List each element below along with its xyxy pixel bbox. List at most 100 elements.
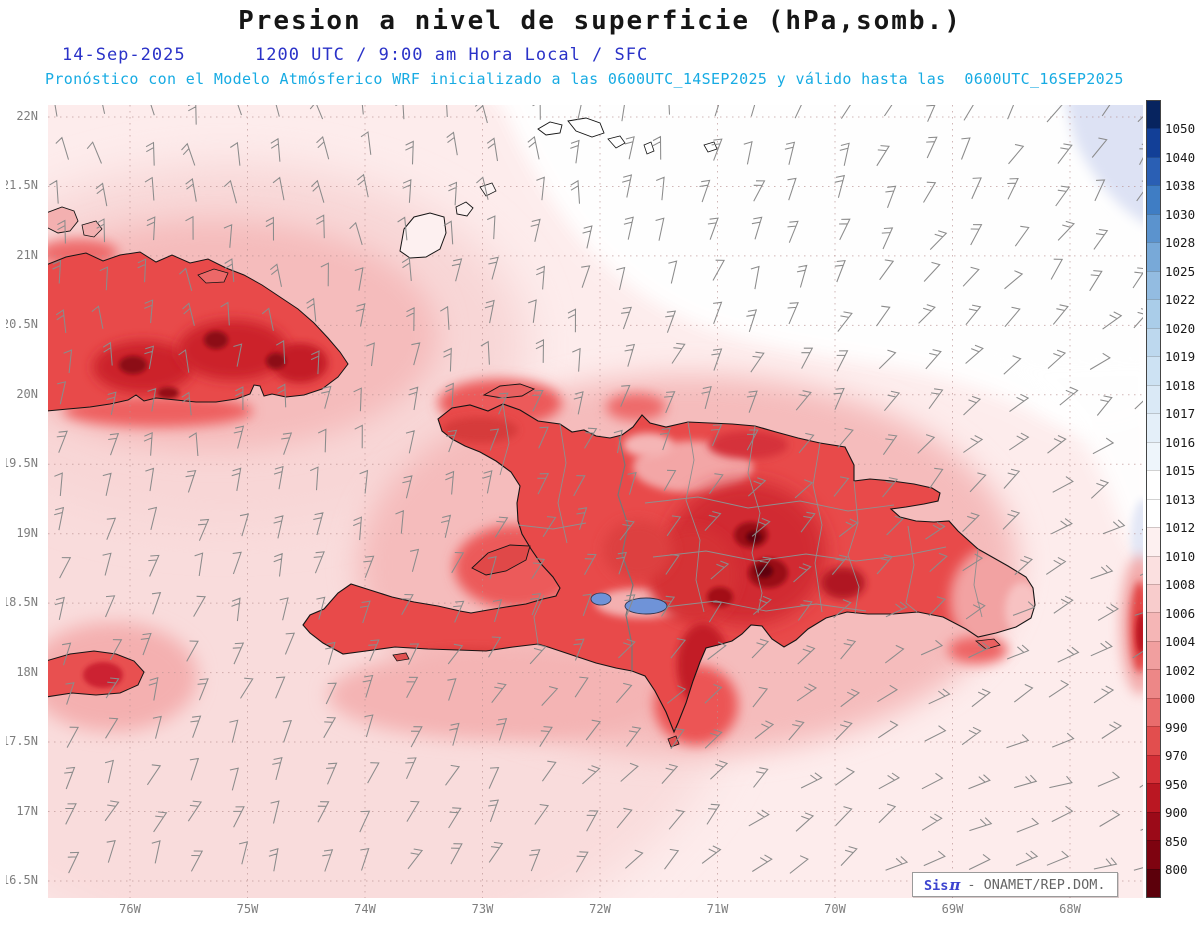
lon-tick-label: 75W xyxy=(236,902,259,916)
lat-tick-label: 19N xyxy=(16,525,38,540)
page-title: Presion a nivel de superficie (hPa,somb.… xyxy=(238,6,962,36)
colorbar-cell xyxy=(1147,583,1160,613)
colorbar-value-label: 1010 xyxy=(1165,548,1196,564)
colorbar-value-label: 1040 xyxy=(1165,149,1196,165)
lat-tick-label: 16.5N xyxy=(6,872,38,887)
grand-turk-islet xyxy=(643,141,655,155)
cuban-cays-3 xyxy=(197,268,229,284)
coastlines-layer xyxy=(48,117,1036,748)
lat-tick-label: 21N xyxy=(16,247,38,262)
lon-tick-label: 73W xyxy=(471,902,494,916)
little-inagua-island xyxy=(455,201,474,217)
colorbar-value-label: 970 xyxy=(1165,748,1188,763)
branding-box: Sis π - ONAMET/REP.DOM. xyxy=(912,872,1118,897)
colorbar-cell xyxy=(1147,840,1160,869)
colorbar-value-label: 1019 xyxy=(1165,349,1196,364)
lon-tick-label: 68W xyxy=(1059,902,1081,916)
model-init-line: Pronóstico con el Modelo Atmósferico WRF… xyxy=(45,70,1124,88)
lat-tick-label: 21.5N xyxy=(6,178,38,193)
colorbar-value-label: 950 xyxy=(1165,776,1188,792)
colorbar-cell xyxy=(1147,498,1160,528)
colorbar-value-label: 1000 xyxy=(1165,691,1196,706)
lat-tick-label: 19.5N xyxy=(6,456,38,471)
colorbar-cell xyxy=(1147,213,1160,243)
colorbar-cell xyxy=(1147,356,1160,385)
valid-time-line: 1200 UTC / 9:00 am Hora Local / SFC xyxy=(255,45,649,65)
colorbar-scale xyxy=(1146,100,1161,898)
cuban-cays-2 xyxy=(81,220,103,238)
colorbar-value-label: 900 xyxy=(1165,805,1188,820)
colorbar-value-label: 1008 xyxy=(1165,577,1196,592)
lake-enriquillo xyxy=(624,597,668,615)
borders-layer xyxy=(499,403,983,671)
lat-tick-label: 20.5N xyxy=(6,317,38,332)
colorbar-value-label: 850 xyxy=(1165,833,1188,849)
colorbar-value-label: 1028 xyxy=(1165,235,1196,250)
colorbar-cell xyxy=(1147,470,1160,499)
lat-tick-label: 20N xyxy=(16,386,38,401)
colorbar-value-label: 1030 xyxy=(1165,206,1196,222)
lat-tick-label: 18.5N xyxy=(6,595,38,610)
branding-app: Sis π xyxy=(924,875,961,894)
cuban-cays-1 xyxy=(48,206,79,234)
colorbar-cell xyxy=(1147,299,1160,328)
lat-tick-label: 17.5N xyxy=(6,734,38,749)
lon-tick-label: 74W xyxy=(354,902,376,916)
lon-tick-label: 69W xyxy=(941,902,964,916)
colorbar-cell xyxy=(1147,270,1160,300)
cuba-shading xyxy=(93,320,328,399)
colorbar-value-label: 1020 xyxy=(1165,320,1196,336)
colorbar-value-label: 1013 xyxy=(1165,491,1196,507)
colorbar-value-label: 1022 xyxy=(1165,292,1196,307)
forecast-date: 14-Sep-2025 xyxy=(62,45,186,65)
surface-pressure-map xyxy=(48,105,1143,898)
lon-tick-label: 71W xyxy=(706,902,729,916)
colorbar-cell xyxy=(1147,185,1160,214)
lat-tick-label: 17N xyxy=(16,803,38,818)
colorbar-cell xyxy=(1147,555,1160,584)
colorbar-value-label: 1038 xyxy=(1165,178,1196,193)
lon-tick-label: 72W xyxy=(589,902,611,916)
beata-island xyxy=(667,735,680,748)
saona-island xyxy=(974,638,1001,650)
colorbar-cell xyxy=(1147,697,1160,727)
colorbar-value-label: 1025 xyxy=(1165,263,1196,279)
colorbar-cell xyxy=(1147,384,1160,414)
colorbar-value-label: 1004 xyxy=(1165,634,1196,649)
colorbar-value-label: 1018 xyxy=(1165,377,1196,393)
colorbar-value-label: 990 xyxy=(1165,719,1188,735)
colorbar-cell xyxy=(1147,669,1160,698)
branding-source: - ONAMET/REP.DOM. xyxy=(967,876,1106,893)
colorbar-cell xyxy=(1147,811,1160,841)
colorbar-value-label: 1017 xyxy=(1165,406,1196,421)
caicos-islet-1 xyxy=(537,121,563,136)
colorbar-value-label: 800 xyxy=(1165,862,1188,877)
colorbar-cell xyxy=(1147,726,1160,755)
colorbar-value-label: 1012 xyxy=(1165,520,1196,535)
lat-tick-label: 18N xyxy=(16,664,38,679)
lakes-layer xyxy=(590,592,668,615)
colorbar-cell xyxy=(1147,413,1160,442)
colorbar-value-label: 1016 xyxy=(1165,434,1196,450)
colorbar-cell xyxy=(1147,640,1160,670)
ile-a-vache xyxy=(392,652,410,662)
colorbar-cell xyxy=(1147,868,1160,898)
colorbar-cell xyxy=(1147,754,1160,784)
wind-barbs-layer xyxy=(49,105,1143,874)
lat-tick-label: 22N xyxy=(16,109,38,123)
colorbar-cell xyxy=(1147,101,1160,129)
lon-tick-label: 76W xyxy=(119,902,141,916)
lon-tick-label: 70W xyxy=(824,902,846,916)
colorbar-labels: 1050 1040 1038 1030 1028 1025 1022 1020 1019 1018… xyxy=(1165,100,1199,912)
gonave-island xyxy=(471,544,531,576)
colorbar-value-label: 1050 xyxy=(1165,121,1196,136)
colorbar-cell xyxy=(1147,156,1160,186)
colorbar-cell xyxy=(1147,527,1160,556)
colorbar-cell xyxy=(1147,327,1160,357)
colorbar-value-label: 1002 xyxy=(1165,662,1196,678)
haiti-dr-border xyxy=(617,436,634,671)
colorbar-value-label: 1006 xyxy=(1165,605,1196,621)
latitude-axis: 22N 21.5N 21N 20.5N 20N 19.5N 19N 18.5N 18N 17.5N… xyxy=(6,0,40,927)
colorbar-value-label: 1015 xyxy=(1165,463,1196,478)
